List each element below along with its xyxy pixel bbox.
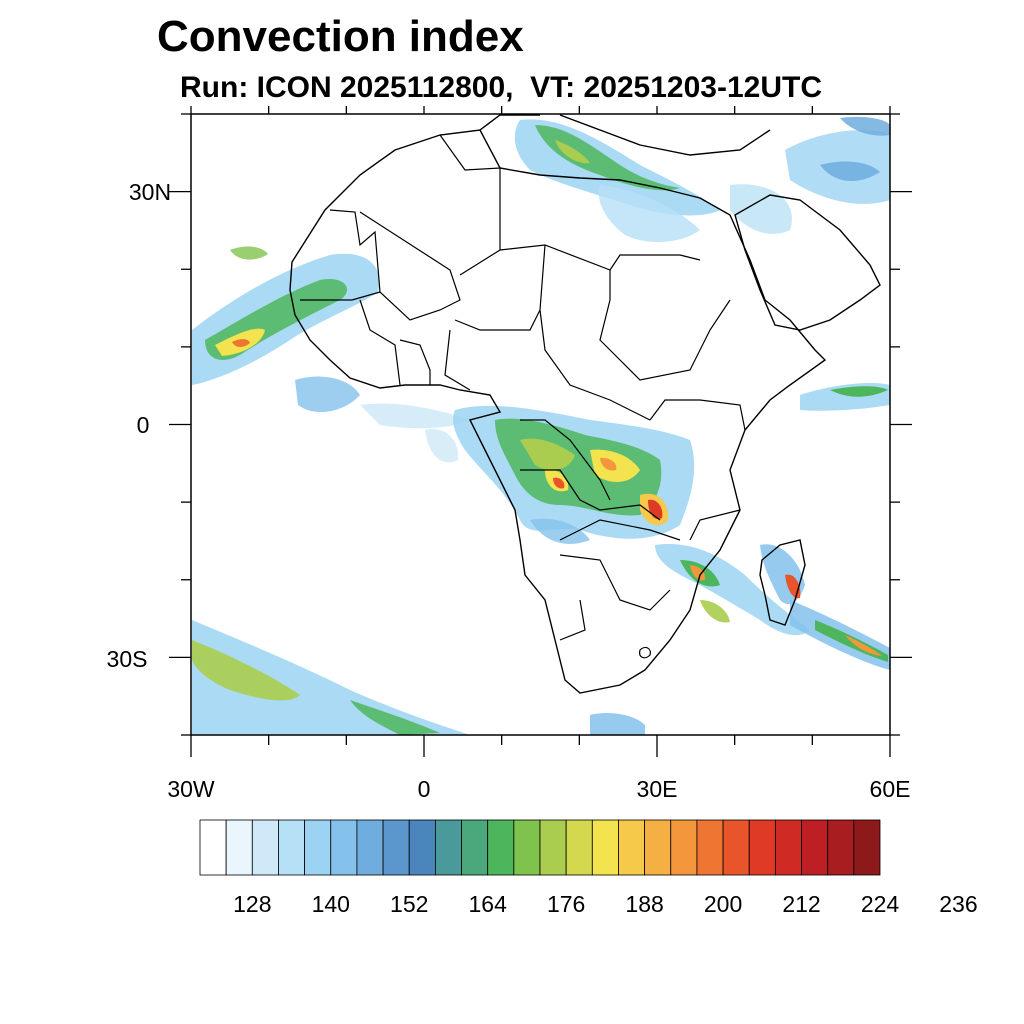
lat-label-30n: 30N <box>129 179 171 205</box>
colorbar-box <box>774 819 802 876</box>
colorbar-tick-label: 200 <box>704 891 742 917</box>
colorbar-box <box>670 819 698 876</box>
colorbar-box <box>722 819 750 876</box>
colorbar-box <box>644 819 672 876</box>
colorbar-tick-label: 128 <box>233 891 271 917</box>
colorbar-tick-label: 152 <box>390 891 428 917</box>
lon-label-0: 0 <box>418 776 431 802</box>
axis-ticks <box>169 106 912 757</box>
colorbar-tick-label: 140 <box>312 891 350 917</box>
colorbar-labels: 128 140 152 164 176 188 200 212 224 236 <box>233 891 978 917</box>
lat-label-30s: 30S <box>107 646 148 672</box>
colorbar-box <box>853 819 881 876</box>
colorbar-box <box>461 819 489 876</box>
chart-title: Convection index <box>157 12 524 61</box>
colorbar-box <box>801 819 829 876</box>
colorbar-tick-label: 164 <box>469 891 508 917</box>
colorbar-tick-label: 212 <box>782 891 820 917</box>
lon-label-30e: 30E <box>637 776 678 802</box>
colorbar-tick-label: 236 <box>939 891 977 917</box>
colorbar-box <box>408 819 436 876</box>
colorbar-box <box>591 819 619 876</box>
country-borders <box>300 134 746 659</box>
colorbar-box <box>199 819 227 876</box>
colorbar-box <box>251 819 279 876</box>
colorbar-box <box>539 819 567 876</box>
colorbar-box <box>618 819 646 876</box>
colorbar-tick-label: 176 <box>547 891 585 917</box>
latitude-labels: 30N 0 30S <box>107 179 172 672</box>
colorbar-box <box>434 819 462 876</box>
colorbar <box>199 819 881 876</box>
lon-label-30w: 30W <box>167 776 215 802</box>
coastlines <box>289 114 881 694</box>
colorbar-box <box>225 819 253 876</box>
chart-subtitle: Run: ICON 2025112800, VT: 20251203-12UTC <box>180 71 822 104</box>
colorbar-box <box>748 819 776 876</box>
colorbar-box <box>487 819 515 876</box>
colorbar-box <box>382 819 410 876</box>
colorbar-tick-label: 224 <box>861 891 900 917</box>
colorbar-box <box>356 819 384 876</box>
colorbar-tick-label: 188 <box>625 891 663 917</box>
colorbar-box <box>565 819 593 876</box>
colorbar-box <box>330 819 358 876</box>
convection-field <box>192 116 890 735</box>
colorbar-box <box>278 819 306 876</box>
colorbar-box <box>696 819 724 876</box>
longitude-labels: 30W 0 30E 60E <box>167 776 910 802</box>
colorbar-box <box>513 819 541 876</box>
lat-label-eq: 0 <box>137 412 150 438</box>
colorbar-box <box>304 819 332 876</box>
colorbar-box <box>827 819 855 876</box>
lon-label-60e: 60E <box>870 776 911 802</box>
